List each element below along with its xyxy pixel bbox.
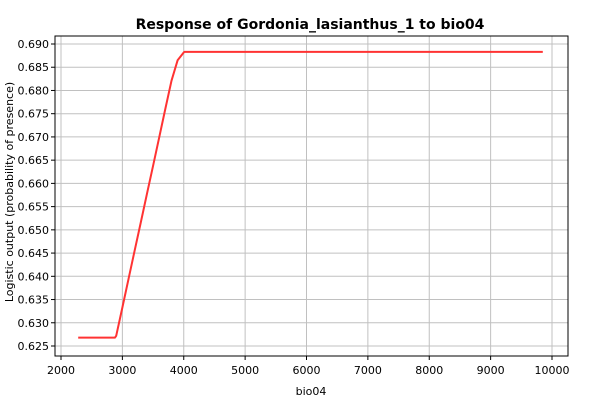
y-tick-label: 0.635 <box>18 294 50 307</box>
x-axis-label: bio04 <box>296 385 327 398</box>
y-tick-label: 0.675 <box>18 108 50 121</box>
x-tick-label: 2000 <box>47 364 75 377</box>
y-tick-label: 0.640 <box>18 270 50 283</box>
x-tick-label: 3000 <box>108 364 136 377</box>
x-tick-label: 4000 <box>170 364 198 377</box>
y-tick-label: 0.625 <box>18 340 50 353</box>
y-tick-label: 0.690 <box>18 38 50 51</box>
chart-title: Response of Gordonia_lasianthus_1 to bio… <box>136 17 485 33</box>
x-axis: 2000 3000 4000 5000 6000 7000 8000 9000 10000 <box>47 356 570 377</box>
y-tick-label: 0.685 <box>18 61 50 74</box>
series-line-response <box>78 50 543 339</box>
y-tick-label: 0.680 <box>18 84 50 97</box>
x-tick-label: 8000 <box>415 364 443 377</box>
y-tick-label: 0.655 <box>18 201 50 214</box>
y-tick-label: 0.670 <box>18 131 50 144</box>
y-tick-label: 0.665 <box>18 154 50 167</box>
y-tick-label: 0.630 <box>18 317 50 330</box>
y-tick-label: 0.660 <box>18 177 50 190</box>
x-tick-label: 9000 <box>477 364 505 377</box>
y-axis: 0.625 0.630 0.635 0.640 0.645 0.650 0.655 0.660… <box>18 38 55 353</box>
plot-frame <box>54 35 569 357</box>
grid <box>55 36 568 356</box>
y-tick-label: 0.650 <box>18 224 50 237</box>
y-axis-label: Logistic output (probability of presence… <box>3 82 16 302</box>
x-tick-label: 6000 <box>293 364 321 377</box>
x-tick-label: 10000 <box>535 364 570 377</box>
x-tick-label: 5000 <box>231 364 259 377</box>
series-layer <box>78 50 543 339</box>
x-tick-label: 7000 <box>354 364 382 377</box>
plot-area <box>54 35 569 357</box>
y-tick-label: 0.645 <box>18 247 50 260</box>
